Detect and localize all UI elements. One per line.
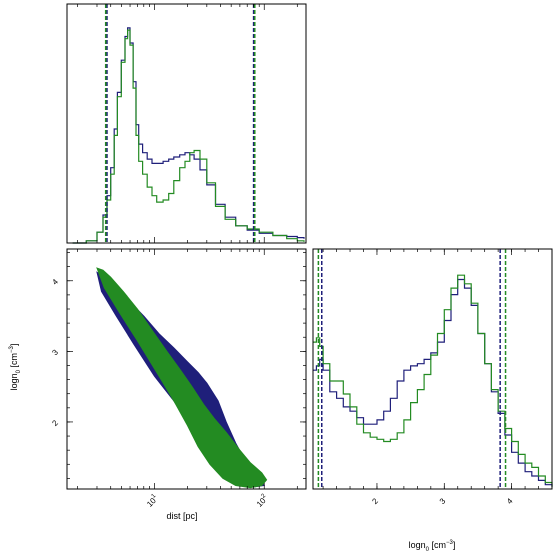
contour-frame — [66, 248, 307, 490]
dist-histogram-frame — [66, 3, 307, 244]
y-tick-label: 2 — [50, 418, 60, 428]
histogram-series — [313, 278, 553, 487]
x-axis-label-dist: dist [pc] — [166, 511, 197, 521]
x-tick-label: 102 — [254, 493, 270, 509]
contour-region — [96, 267, 268, 489]
y-tick-label: 4 — [50, 277, 60, 287]
y-tick-label: 3 — [50, 347, 60, 357]
y-axis-label-logn: logn0 [cm−3] — [9, 344, 22, 391]
histogram-series — [72, 29, 305, 244]
histogram-series — [313, 274, 553, 487]
x-tick-label: 3 — [438, 496, 448, 506]
contour-panel: 101 102 2 3 4 — [50, 248, 307, 509]
logn-histogram-panel: 2 3 4 — [312, 248, 553, 506]
logn-histogram-frame — [312, 248, 553, 490]
x-axis-label-logn: logn0 [cm−3] — [409, 540, 456, 553]
x-tick-label: 4 — [505, 496, 515, 506]
x-tick-label: 101 — [144, 493, 160, 509]
dist-histogram-panel — [66, 3, 307, 244]
x-tick-label: 2 — [370, 496, 380, 506]
